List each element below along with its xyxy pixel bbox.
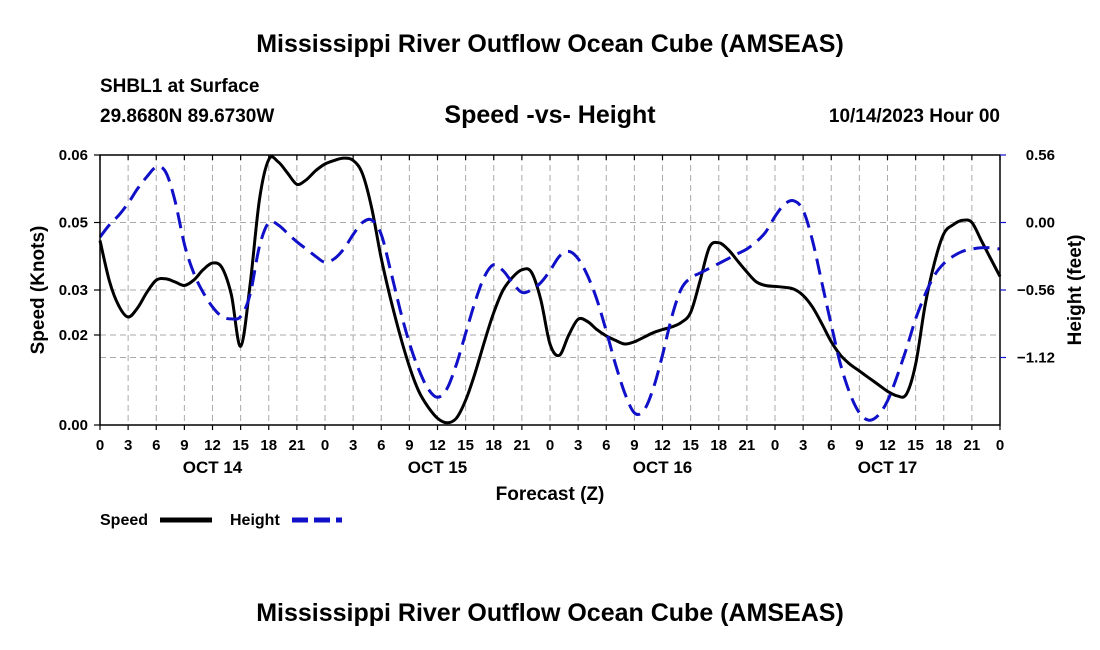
y2-tick-label: 0.56 xyxy=(1026,147,1055,164)
x-tick-label: 21 xyxy=(289,437,306,454)
x-tick-label: 9 xyxy=(180,437,188,454)
x-tick-label: 3 xyxy=(799,437,807,454)
date-label: OCT 16 xyxy=(633,458,693,477)
x-tick-label: 9 xyxy=(405,437,413,454)
date-label: OCT 15 xyxy=(408,458,468,477)
forecast-datetime: 10/14/2023 Hour 00 xyxy=(828,106,1000,127)
x-tick-label: 0 xyxy=(96,437,104,454)
x-tick-label: 12 xyxy=(654,437,671,454)
x-tick-label: 0 xyxy=(321,437,329,454)
x-tick-label: 3 xyxy=(349,437,357,454)
x-tick-label: 21 xyxy=(739,437,756,454)
y2-tick-label: −1.12 xyxy=(1017,350,1055,367)
y2-tick-label: 0.00 xyxy=(1026,215,1055,232)
x-tick-label: 9 xyxy=(630,437,638,454)
x-tick-label: 0 xyxy=(771,437,779,454)
station-label: SHBL1 at Surface xyxy=(100,76,260,97)
y-tick-label: 0.02 xyxy=(59,327,88,344)
x-tick-label: 18 xyxy=(260,437,277,454)
date-label: OCT 17 xyxy=(858,458,918,477)
x-tick-label: 21 xyxy=(964,437,981,454)
x-tick-label: 12 xyxy=(204,437,221,454)
legend-label-speed: Speed xyxy=(100,512,148,529)
date-label: OCT 14 xyxy=(183,458,243,477)
speed-height-chart: 0 3 6 9 12 15 18 21 0 3 6 9 12 15 18 21 0 3 6 9 12 15 18 21 0 3 6 9… xyxy=(28,147,1086,529)
axes: 0 3 6 9 12 15 18 21 0 3 6 9 12 15 18 21 0 3 6 9 12 15 18 21 0 3 6 9… xyxy=(59,147,1055,477)
x-tick-label: 18 xyxy=(485,437,502,454)
x-tick-label: 0 xyxy=(996,437,1004,454)
chart-subtitle: Speed -vs- Height xyxy=(444,101,656,129)
x-tick-label: 15 xyxy=(682,437,699,454)
x-tick-label: 12 xyxy=(879,437,896,454)
legend-label-height: Height xyxy=(230,512,280,529)
x-tick-label: 18 xyxy=(710,437,727,454)
x-tick-label: 3 xyxy=(574,437,582,454)
legend: Speed Height xyxy=(100,512,342,529)
chart-title: Mississippi River Outflow Ocean Cube (AM… xyxy=(256,30,844,58)
x-tick-label: 6 xyxy=(827,437,835,454)
y-axis-label: Speed (Knots) xyxy=(28,226,49,355)
x-tick-label: 15 xyxy=(907,437,924,454)
x-tick-label: 9 xyxy=(855,437,863,454)
x-tick-label: 15 xyxy=(457,437,474,454)
y-tick-label: 0.06 xyxy=(59,147,88,164)
y-tick-label: 0.03 xyxy=(59,282,88,299)
y-tick-label: 0.05 xyxy=(59,215,88,232)
x-tick-label: 0 xyxy=(546,437,554,454)
y-tick-label: 0.00 xyxy=(59,417,88,434)
x-tick-label: 3 xyxy=(124,437,132,454)
bottom-title: Mississippi River Outflow Ocean Cube (AM… xyxy=(256,599,844,627)
series-lines xyxy=(98,155,1002,425)
series-line-height xyxy=(98,165,1001,422)
y2-axis-label: Height (feet) xyxy=(1065,235,1086,346)
x-axis-label: Forecast (Z) xyxy=(496,484,605,505)
x-tick-label: 6 xyxy=(152,437,160,454)
y2-tick-label: −0.56 xyxy=(1017,282,1055,299)
coordinates-label: 29.8680N 89.6730W xyxy=(100,106,275,127)
x-tick-label: 18 xyxy=(935,437,952,454)
x-tick-label: 15 xyxy=(232,437,249,454)
x-tick-label: 12 xyxy=(429,437,446,454)
x-tick-label: 6 xyxy=(602,437,610,454)
grid xyxy=(100,154,1000,425)
x-tick-label: 21 xyxy=(514,437,531,454)
series-line-speed xyxy=(98,155,1002,425)
x-tick-label: 6 xyxy=(377,437,385,454)
